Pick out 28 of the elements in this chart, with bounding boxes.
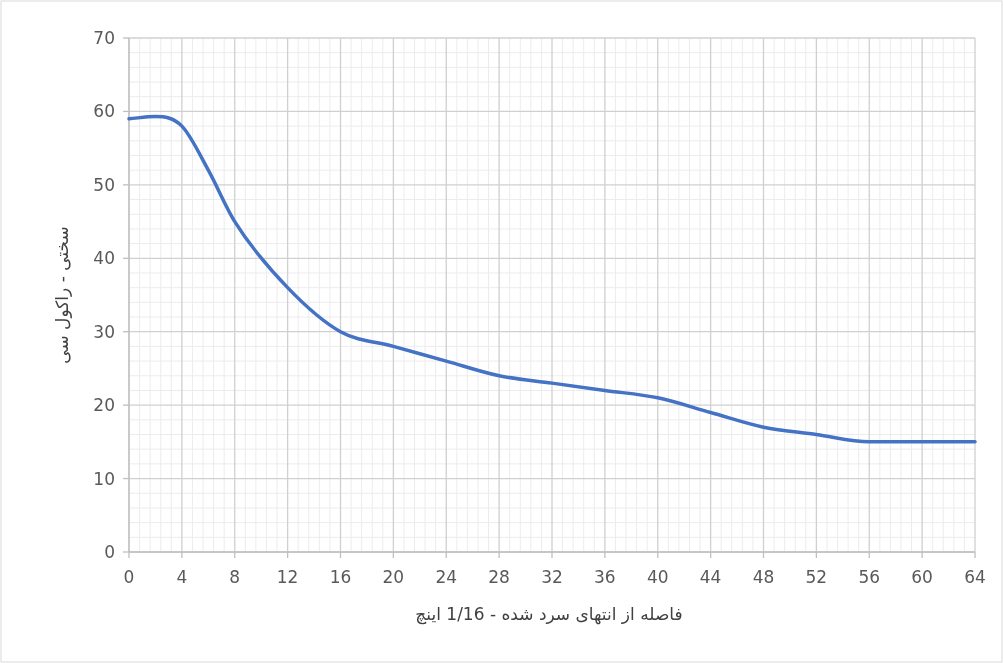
y-tick-label: 30: [93, 321, 115, 342]
x-tick-label: 4: [176, 567, 188, 587]
x-tick-label: 16: [329, 567, 352, 587]
y-tick-label: 40: [93, 248, 115, 269]
x-tick-label: 24: [435, 567, 458, 587]
x-tick-label: 12: [276, 567, 299, 587]
x-tick-label: 28: [488, 567, 510, 587]
x-tick-label: 40: [646, 567, 669, 587]
x-tick-label: 0: [123, 567, 135, 587]
x-tick-label: 48: [752, 567, 775, 587]
y-tick-label: 0: [104, 542, 115, 562]
y-tick-label: 60: [93, 101, 115, 122]
x-tick-label: 20: [382, 567, 405, 587]
x-tick-label: 32: [541, 567, 563, 587]
y-tick-label: 70: [93, 28, 115, 48]
x-tick-label: 64: [964, 567, 986, 587]
line-series: [127, 114, 977, 444]
x-tick-label: 52: [805, 567, 828, 587]
x-tick-label: 44: [699, 567, 722, 587]
x-axis-title: فاصله از انتهای سرد شده - 1/16 اینچ: [415, 604, 683, 625]
x-tick-label: 60: [911, 567, 933, 587]
y-tick-label: 50: [93, 174, 115, 195]
x-tick-label: 36: [594, 567, 616, 587]
y-tick-label: 10: [93, 468, 115, 489]
x-tick-label: 56: [858, 567, 881, 587]
y-axis-title: سختی - راکول سی: [52, 226, 72, 364]
x-tick-label: 8: [229, 567, 241, 587]
y-tick-label: 20: [93, 395, 115, 416]
